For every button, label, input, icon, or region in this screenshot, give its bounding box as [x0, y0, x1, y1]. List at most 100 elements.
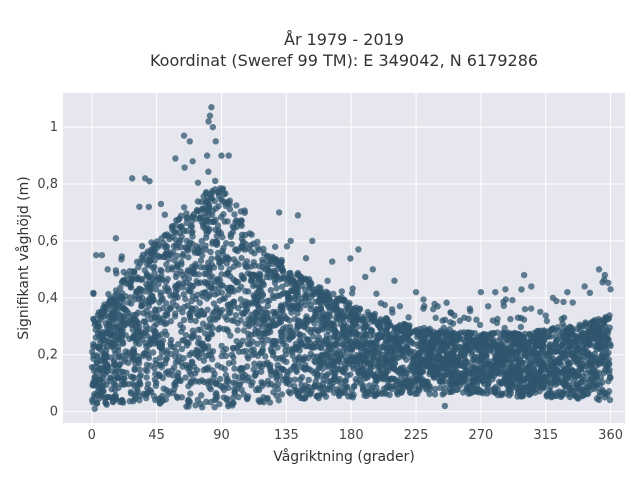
data-point	[258, 363, 266, 370]
data-point	[311, 313, 319, 320]
data-point	[147, 338, 155, 345]
data-point	[249, 282, 257, 290]
data-point	[254, 340, 261, 348]
data-point	[405, 385, 413, 392]
data-point	[197, 263, 204, 271]
data-point	[390, 328, 398, 335]
data-point	[225, 152, 232, 159]
data-point	[127, 390, 135, 397]
data-point	[205, 324, 213, 331]
data-point	[415, 340, 422, 347]
data-point	[215, 255, 222, 262]
y-tick-label: 0,2	[37, 348, 58, 363]
data-point	[199, 340, 206, 347]
data-point	[219, 185, 227, 192]
data-point	[318, 325, 325, 332]
data-point	[451, 346, 458, 353]
data-point	[354, 306, 362, 314]
data-point	[490, 342, 497, 350]
data-point	[112, 235, 120, 242]
data-point	[128, 300, 135, 307]
data-point	[222, 190, 229, 197]
data-point	[209, 315, 217, 322]
data-point	[151, 269, 158, 277]
data-point	[259, 291, 266, 298]
data-point	[322, 340, 330, 348]
data-point	[460, 329, 468, 336]
data-point	[526, 363, 534, 370]
data-point	[470, 373, 478, 381]
data-point	[177, 321, 184, 329]
data-point	[467, 383, 474, 390]
data-point	[273, 285, 280, 292]
data-point	[201, 345, 209, 352]
data-point	[197, 279, 204, 286]
data-point	[402, 369, 409, 376]
data-point	[443, 299, 450, 306]
y-tick-label: 0,8	[37, 177, 58, 192]
data-point	[359, 316, 366, 324]
data-point	[604, 315, 612, 323]
data-point	[271, 243, 279, 250]
data-point	[224, 269, 231, 277]
data-point	[105, 363, 112, 371]
data-point	[333, 299, 341, 307]
data-point	[106, 326, 114, 334]
data-point	[301, 286, 309, 293]
data-point	[115, 323, 123, 330]
data-point	[201, 270, 208, 278]
data-point	[236, 381, 243, 389]
data-point	[218, 152, 225, 159]
data-point	[291, 363, 299, 370]
data-point	[475, 364, 483, 372]
data-point	[129, 373, 137, 381]
data-point	[185, 286, 192, 293]
data-point	[167, 336, 175, 344]
data-point	[266, 297, 273, 304]
data-point	[465, 315, 472, 323]
data-point	[274, 385, 282, 393]
data-point	[566, 385, 573, 392]
data-point	[208, 104, 215, 111]
data-point	[314, 337, 321, 344]
data-point	[218, 213, 225, 221]
data-point	[316, 298, 323, 306]
data-point	[338, 367, 346, 374]
data-point	[265, 337, 272, 344]
data-point	[198, 237, 205, 245]
data-point	[416, 362, 424, 369]
data-point	[106, 332, 113, 339]
data-point	[174, 262, 181, 270]
data-point	[145, 354, 153, 362]
data-point	[279, 306, 286, 314]
data-point	[439, 391, 446, 398]
data-point	[315, 364, 323, 371]
data-point	[349, 317, 356, 325]
data-point	[100, 375, 107, 382]
data-point	[114, 343, 122, 350]
data-point	[267, 268, 275, 276]
data-point	[266, 274, 274, 281]
data-point	[104, 266, 111, 273]
data-point	[162, 232, 169, 239]
data-point	[279, 283, 286, 290]
data-point	[199, 293, 206, 300]
data-point	[247, 263, 255, 270]
data-point	[108, 343, 115, 350]
data-point	[397, 374, 405, 382]
data-point	[435, 329, 442, 337]
data-point	[151, 314, 159, 321]
data-point	[195, 326, 202, 333]
data-point	[361, 392, 368, 399]
data-point	[562, 337, 570, 344]
data-point	[370, 312, 377, 319]
data-point	[279, 376, 287, 384]
data-point	[369, 363, 377, 370]
data-point	[604, 391, 611, 398]
data-point	[507, 315, 514, 323]
data-point	[598, 352, 605, 359]
data-point	[223, 316, 231, 323]
data-point	[240, 327, 248, 334]
data-point	[202, 398, 210, 406]
data-point	[174, 374, 182, 381]
